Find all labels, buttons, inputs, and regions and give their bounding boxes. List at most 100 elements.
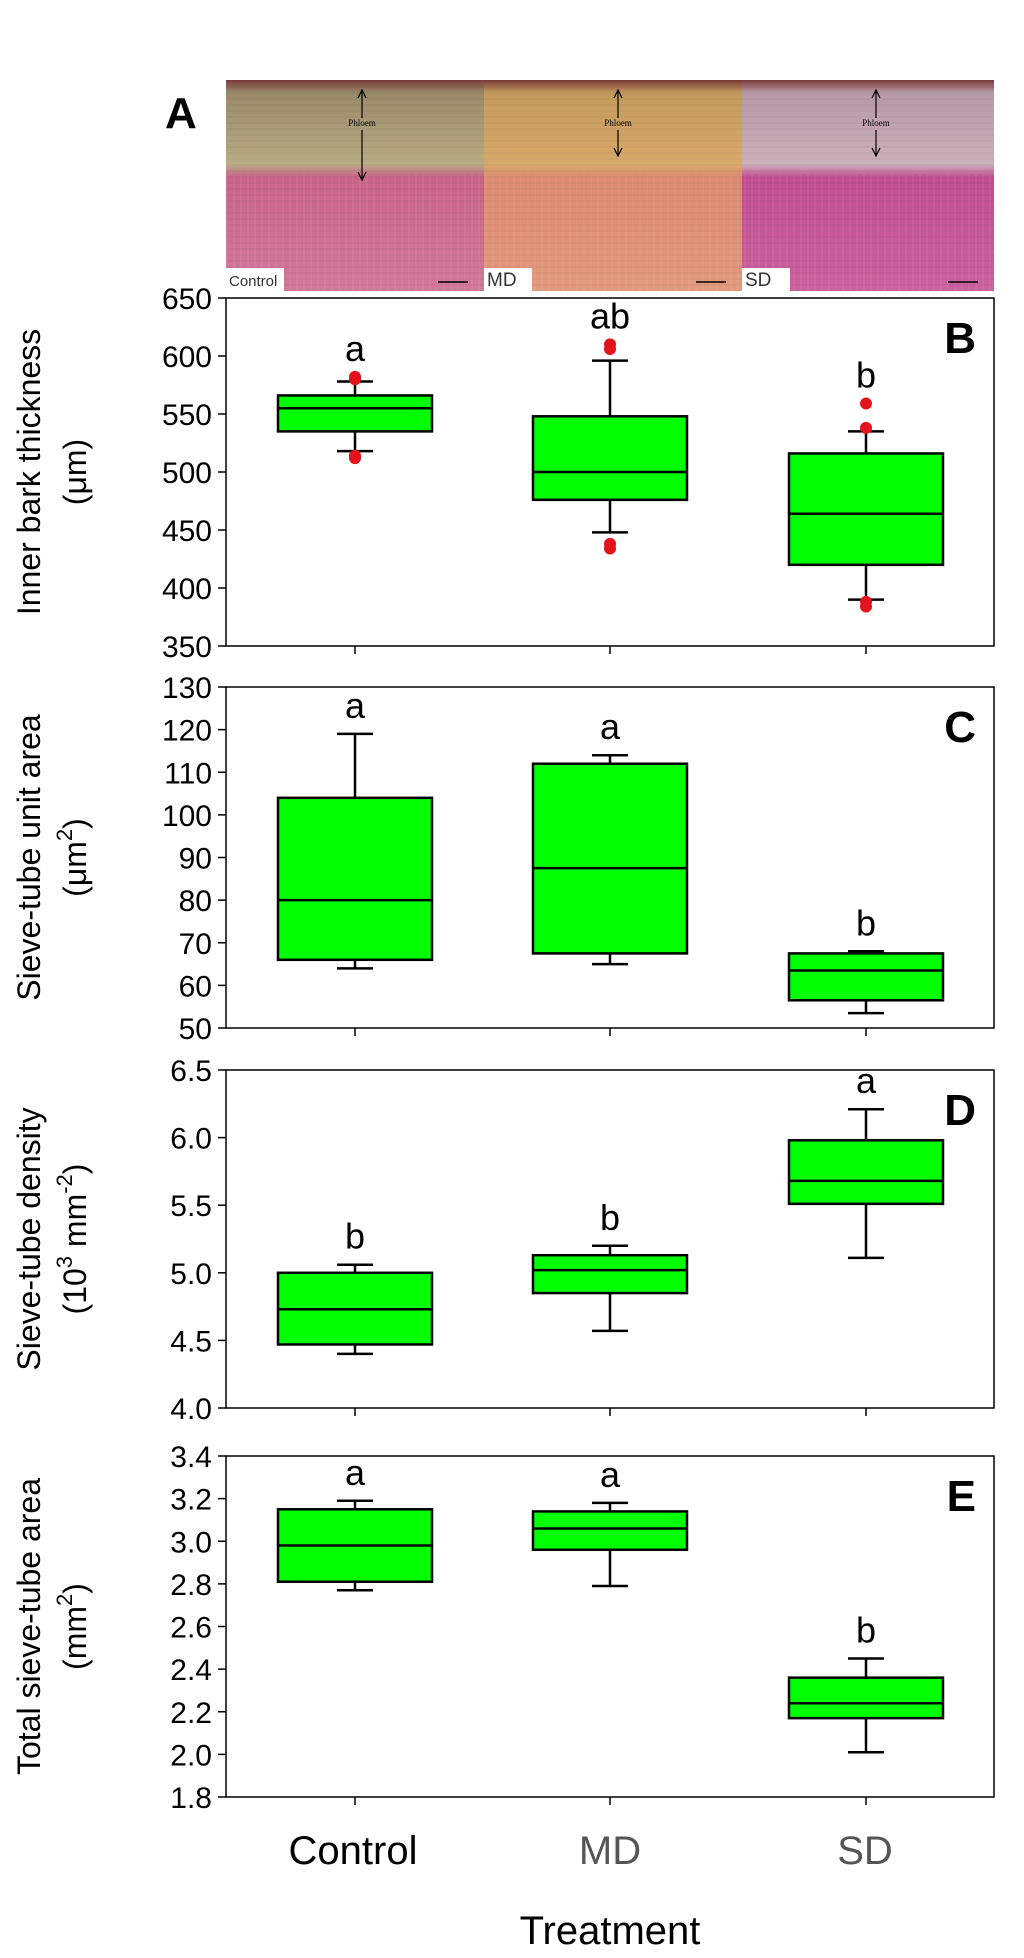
- y-tick-label: 90: [179, 843, 212, 876]
- iqr-box: [787, 952, 945, 1002]
- outlier-point: [349, 370, 361, 383]
- panel-letter: B: [944, 314, 976, 363]
- y-tick-label: 4.5: [170, 1325, 212, 1358]
- significance-letter: b: [345, 1216, 365, 1257]
- iqr-box: [531, 1510, 689, 1552]
- micrograph-label: Control: [229, 273, 277, 290]
- panel-c: 130 120 110 100 90 80 70 60 50 C Sieve-tube unit a…: [11, 672, 995, 1046]
- y-axis-title-unit: (μm: [57, 841, 93, 897]
- y-axis-title-unit: (μm): [57, 439, 93, 505]
- iqr-box: [787, 452, 945, 567]
- significance-letter: a: [345, 685, 366, 726]
- box-control: b: [276, 1216, 434, 1356]
- y-axis-title-unit: ): [57, 1164, 93, 1175]
- box-sd: a: [787, 1060, 945, 1260]
- x-category-sd: SD: [837, 1829, 893, 1873]
- plot-frame: [225, 1069, 995, 1409]
- y-axis-title-superscript: 2: [52, 1594, 77, 1606]
- micrograph-sd: Phloem SD: [742, 80, 994, 291]
- micrograph-label-box: [226, 268, 284, 291]
- y-tick-label: 120: [162, 715, 212, 748]
- panel-b: 650 600 550 500 450 400 350 B Inner bark thickne…: [11, 283, 995, 664]
- arrowhead: [357, 88, 367, 99]
- y-axis-title-unit: (mm: [57, 1606, 93, 1670]
- micrograph-label-box: [484, 268, 532, 291]
- significance-letter: b: [856, 1609, 876, 1650]
- micrograph-label: SD: [745, 270, 771, 291]
- panel-letter: C: [944, 703, 976, 752]
- box-md: b: [531, 1197, 689, 1333]
- y-tick-label: 80: [179, 885, 212, 918]
- y-axis-title-line1: Sieve-tube density: [11, 1107, 47, 1370]
- y-tick-label: 6.5: [170, 1055, 212, 1088]
- y-axis-title: Total sieve-tube area (mm2): [11, 1478, 93, 1775]
- y-axis-title-line1: Inner bark thickness: [11, 329, 47, 615]
- y-tick-label: 110: [164, 757, 212, 790]
- y-axis-title-unit: ): [57, 1583, 93, 1594]
- significance-letter: a: [600, 706, 621, 747]
- panel-letter: E: [947, 1472, 976, 1521]
- y-axis-title-line1: Total sieve-tube area: [11, 1478, 47, 1775]
- significance-letter: a: [600, 1454, 621, 1495]
- outlier-point: [860, 600, 872, 613]
- y-axis-title: Inner bark thickness (μm): [11, 329, 93, 615]
- box-sd: b: [787, 902, 945, 1015]
- y-tick-label: 600: [162, 341, 212, 374]
- y-tick-label: 5.5: [170, 1190, 212, 1223]
- x-category-control: Control: [289, 1829, 418, 1873]
- outlier-point: [604, 542, 616, 555]
- box-control: a: [276, 328, 434, 465]
- significance-letter: a: [345, 1452, 366, 1493]
- outlier-point: [349, 452, 361, 465]
- y-axis-title: Sieve-tube density (103 mm-2): [11, 1107, 93, 1370]
- iqr-box: [531, 1253, 689, 1295]
- panel-d: 6.5 6.0 5.5 5.0 4.5 4.0 D Sieve-tube density (10…: [11, 1055, 995, 1426]
- y-axis-title-unit: mm: [57, 1194, 93, 1256]
- panel-a-letter: A: [165, 89, 197, 138]
- y-axis-title-superscript: 2: [52, 829, 77, 841]
- x-axis-categories: Control MD SD: [289, 1829, 893, 1873]
- significance-letter: ab: [590, 295, 630, 336]
- y-tick-label: 450: [162, 515, 212, 548]
- iqr-box: [531, 762, 689, 955]
- y-tick-label: 100: [162, 800, 212, 833]
- arrowhead: [357, 171, 367, 182]
- y-tick-label: 3.0: [170, 1526, 212, 1559]
- significance-letter: a: [856, 1060, 877, 1101]
- y-tick-label: 3.2: [170, 1484, 212, 1517]
- phloem-label: Phloem: [862, 118, 890, 128]
- iqr-box: [276, 394, 434, 433]
- y-tick-label: 6.0: [170, 1123, 212, 1156]
- y-axis-title-superscript: -2: [52, 1174, 77, 1194]
- y-axis-title-line2: (103 mm-2): [52, 1164, 93, 1315]
- outlier-point: [860, 397, 872, 410]
- y-tick-label: 5.0: [170, 1258, 212, 1291]
- iqr-box: [787, 1139, 945, 1206]
- outlier-point: [860, 421, 872, 434]
- phloem-label: Phloem: [604, 118, 632, 128]
- significance-letter: a: [345, 328, 366, 369]
- y-tick-label: 4.0: [170, 1393, 212, 1426]
- iqr-box: [276, 796, 434, 962]
- box-md: a: [531, 1454, 689, 1588]
- y-tick-label: 130: [162, 672, 212, 705]
- micrograph-label: MD: [487, 270, 517, 291]
- y-axis-title-line2: (μm2): [52, 818, 93, 897]
- y-axis-title-line2: (μm): [57, 439, 93, 505]
- y-tick-label: 550: [162, 399, 212, 432]
- iqr-box: [787, 1676, 945, 1720]
- panel-a: A Phloem Control Phloem MD Phloem SD: [165, 80, 994, 291]
- y-tick-label: 50: [179, 1013, 212, 1046]
- y-tick-label: 350: [162, 631, 212, 664]
- phloem-label: Phloem: [348, 118, 376, 128]
- y-tick-label: 70: [179, 928, 212, 961]
- box-sd: b: [787, 355, 945, 613]
- y-axis-title-superscript: 3: [52, 1256, 77, 1268]
- box-control: a: [276, 685, 434, 970]
- panel-e: 3.4 3.2 3.0 2.8 2.6 2.4 2.2 2.0 1.8 E Total sieve-…: [11, 1441, 995, 1815]
- panel-letter: D: [944, 1086, 976, 1135]
- arrowhead: [613, 147, 623, 158]
- y-tick-label: 650: [162, 283, 212, 316]
